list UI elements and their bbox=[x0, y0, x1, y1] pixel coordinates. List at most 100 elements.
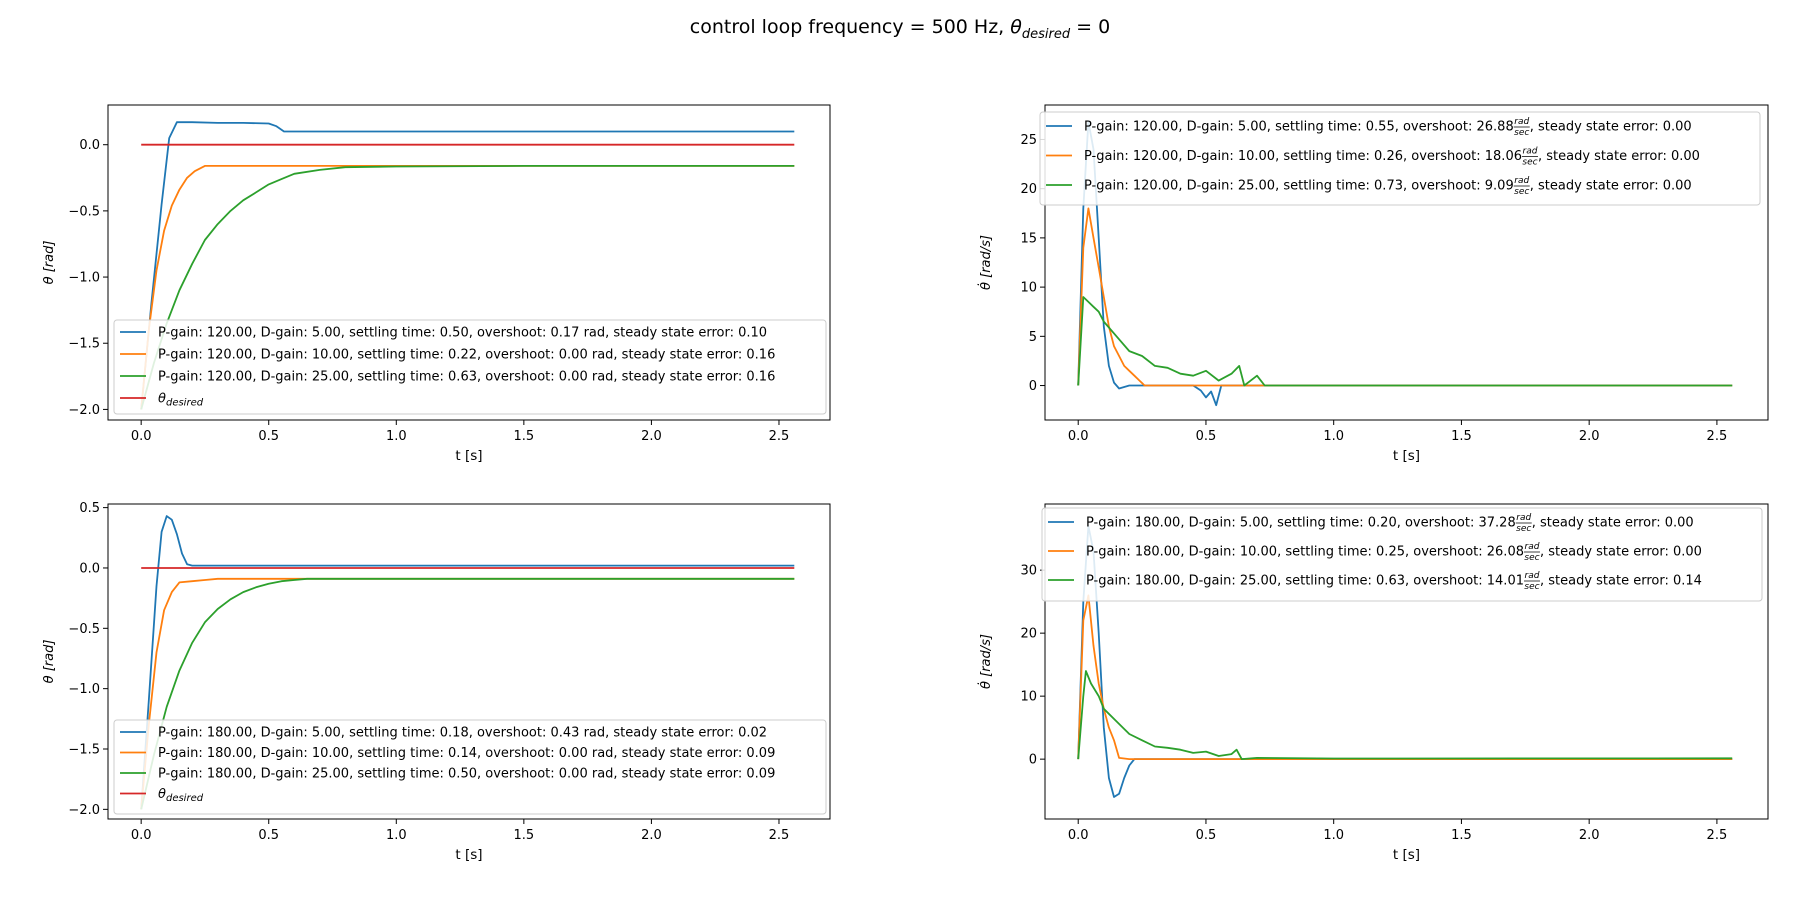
legend-label: P-gain: 120.00, D-gain: 25.00, settling … bbox=[158, 370, 775, 385]
x-tick-label: 1.0 bbox=[386, 429, 407, 444]
legend-label: P-gain: 180.00, D-gain: 25.00, settling … bbox=[158, 767, 775, 782]
y-tick-label: 10 bbox=[1020, 690, 1037, 705]
series-line-3 bbox=[140, 577, 795, 810]
x-tick-label: 2.0 bbox=[641, 429, 662, 444]
chart-panel-4: 0.0 0.5 1.0 1.5 2.0 2.5 0 10 20 30 t [s] θ̇ [rad/s]… bbox=[978, 503, 1769, 863]
legend-label: P-gain: 120.00, D-gain: 25.00, settling … bbox=[1084, 179, 1514, 194]
x-tick-label: 2.5 bbox=[1707, 429, 1728, 444]
unit-denominator: sec bbox=[1524, 582, 1539, 592]
legend-item: P-gain: 180.00, D-gain: 10.00, settling … bbox=[1048, 542, 1702, 563]
legend-label-tail: , steady state error: 0.00 bbox=[1530, 179, 1692, 194]
unit-denominator: sec bbox=[1514, 128, 1529, 138]
y-tick-label: −1.5 bbox=[68, 743, 100, 758]
legend-label-tail: , steady state error: 0.00 bbox=[1530, 120, 1692, 135]
legend-item: P-gain: 180.00, D-gain: 25.00, settling … bbox=[1048, 571, 1702, 592]
unit-numerator: rad bbox=[1525, 571, 1540, 581]
y-tick-label: 0 bbox=[1029, 753, 1037, 768]
x-tick-label: 0.5 bbox=[258, 429, 279, 444]
y-axis-label: θ̇ [rad/s] bbox=[978, 235, 994, 290]
y-tick-label: 30 bbox=[1020, 564, 1037, 579]
legend-label: P-gain: 120.00, D-gain: 10.00, settling … bbox=[1084, 149, 1522, 164]
chart-panel-2: 0.0 0.5 1.0 1.5 2.0 2.5 0 5 10 15 20 25 t [s] θ̇ [rad… bbox=[978, 104, 1769, 464]
x-tick-label: 1.5 bbox=[1451, 429, 1472, 444]
x-tick-label: 2.0 bbox=[1579, 429, 1600, 444]
legend-label: P-gain: 180.00, D-gain: 5.00, settling t… bbox=[158, 726, 767, 741]
legend: P-gain: 120.00, D-gain: 5.00, settling t… bbox=[1039, 111, 1761, 206]
legend-label-tail: , steady state error: 0.00 bbox=[1532, 516, 1694, 531]
x-tick-label: 1.0 bbox=[1323, 828, 1344, 843]
legend-item: θdesired bbox=[120, 392, 204, 409]
y-tick-label: −2.0 bbox=[68, 803, 100, 818]
legend-box bbox=[1039, 111, 1761, 206]
unit-numerator: rad bbox=[1525, 542, 1540, 552]
legend: P-gain: 180.00, D-gain: 5.00, settling t… bbox=[1041, 507, 1763, 602]
series-line-2 bbox=[1077, 207, 1733, 387]
legend-label: P-gain: 120.00, D-gain: 5.00, settling t… bbox=[1084, 120, 1514, 135]
legend-item: P-gain: 120.00, D-gain: 5.00, settling t… bbox=[120, 326, 767, 341]
x-tick-label: 0.0 bbox=[131, 828, 152, 843]
y-tick-label: 0.5 bbox=[79, 501, 100, 516]
legend-box bbox=[113, 719, 827, 815]
y-tick-label: 20 bbox=[1020, 627, 1037, 642]
series-line-1 bbox=[140, 515, 795, 810]
series-line-2 bbox=[140, 577, 795, 810]
legend-item: P-gain: 120.00, D-gain: 10.00, settling … bbox=[120, 348, 775, 363]
chart-panel-3: 0.0 0.5 1.0 1.5 2.0 2.5 −2.0 −1.5 −1.0 −0.5 0.0 0.5… bbox=[42, 501, 831, 863]
legend-label-tail: , steady state error: 0.00 bbox=[1540, 545, 1702, 560]
series-line-1 bbox=[140, 121, 795, 410]
legend-label: P-gain: 180.00, D-gain: 5.00, settling t… bbox=[1086, 516, 1516, 531]
legend-label: θdesired bbox=[158, 787, 204, 804]
legend-label: P-gain: 180.00, D-gain: 10.00, settling … bbox=[1086, 545, 1524, 560]
x-axis-label: t [s] bbox=[455, 448, 482, 464]
y-tick-label: 0 bbox=[1029, 379, 1037, 394]
x-tick-label: 2.0 bbox=[641, 828, 662, 843]
y-tick-label: 20 bbox=[1020, 182, 1037, 197]
y-tick-label: 5 bbox=[1029, 330, 1037, 345]
y-tick-label: −0.5 bbox=[68, 622, 100, 637]
legend-item: P-gain: 180.00, D-gain: 5.00, settling t… bbox=[120, 726, 767, 741]
y-axis-label: θ [rad] bbox=[42, 640, 57, 684]
figure-title: control loop frequency = 500 Hz, θdesire… bbox=[689, 16, 1111, 42]
y-tick-label: −1.0 bbox=[68, 682, 100, 697]
legend-item: P-gain: 120.00, D-gain: 25.00, settling … bbox=[120, 370, 775, 385]
x-tick-label: 2.5 bbox=[1707, 828, 1728, 843]
legend-item: P-gain: 180.00, D-gain: 25.00, settling … bbox=[120, 767, 775, 782]
legend-label-tail: , steady state error: 0.00 bbox=[1538, 149, 1700, 164]
unit-denominator: sec bbox=[1522, 158, 1537, 168]
y-axis-label: θ̇ [rad/s] bbox=[978, 634, 994, 689]
unit-denominator: sec bbox=[1516, 524, 1531, 534]
x-tick-label: 1.0 bbox=[1323, 429, 1344, 444]
y-tick-label: 10 bbox=[1020, 281, 1037, 296]
legend-label: P-gain: 120.00, D-gain: 5.00, settling t… bbox=[158, 326, 767, 341]
x-tick-label: 2.5 bbox=[769, 828, 790, 843]
legend: P-gain: 120.00, D-gain: 5.00, settling t… bbox=[113, 319, 827, 415]
x-tick-label: 1.5 bbox=[514, 429, 535, 444]
y-tick-label: −2.0 bbox=[68, 403, 100, 418]
series-line-3 bbox=[1077, 670, 1733, 760]
unit-denominator: sec bbox=[1514, 187, 1529, 197]
x-axis-label: t [s] bbox=[455, 847, 482, 863]
x-tick-label: 0.5 bbox=[258, 828, 279, 843]
legend-item: θdesired bbox=[120, 787, 204, 804]
unit-numerator: rad bbox=[1514, 117, 1529, 127]
legend-label: P-gain: 180.00, D-gain: 25.00, settling … bbox=[1086, 574, 1524, 589]
x-axis-label: t [s] bbox=[1393, 847, 1420, 863]
legend-box bbox=[1041, 507, 1763, 602]
x-axis-label: t [s] bbox=[1393, 448, 1420, 464]
y-tick-label: 15 bbox=[1020, 231, 1037, 246]
y-tick-label: −1.5 bbox=[68, 337, 100, 352]
legend-item: P-gain: 180.00, D-gain: 5.00, settling t… bbox=[1048, 513, 1694, 534]
x-tick-label: 2.0 bbox=[1579, 828, 1600, 843]
x-tick-label: 0.0 bbox=[1068, 429, 1089, 444]
legend-label: P-gain: 180.00, D-gain: 10.00, settling … bbox=[158, 746, 775, 761]
legend-item: P-gain: 180.00, D-gain: 10.00, settling … bbox=[120, 746, 775, 761]
x-tick-label: 0.0 bbox=[1068, 828, 1089, 843]
legend: P-gain: 180.00, D-gain: 5.00, settling t… bbox=[113, 719, 827, 815]
legend-label: P-gain: 120.00, D-gain: 10.00, settling … bbox=[158, 348, 775, 363]
